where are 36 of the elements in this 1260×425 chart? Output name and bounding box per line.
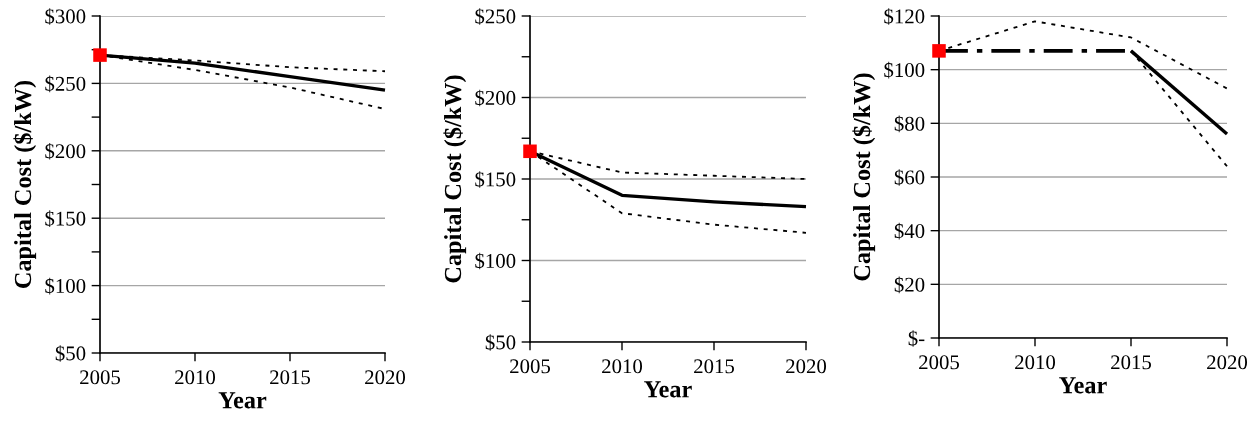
y-tick-label: $200 [475, 89, 516, 107]
x-tick-label: 2005 [80, 370, 121, 385]
x-tick-label: 2020 [1207, 355, 1248, 370]
y-tick-label: $50 [485, 334, 516, 351]
x-tick-label: 2015 [270, 370, 311, 385]
y-tick-label: $80 [894, 115, 925, 133]
y-tick-label: $150 [45, 210, 86, 228]
y-tick-label: $200 [45, 142, 86, 160]
y-tick-label: $100 [884, 61, 925, 79]
y-tick-label: $250 [475, 8, 516, 25]
x-axis-title: Year [218, 392, 267, 409]
y-axis-title: Capital Cost ($/kW) [852, 73, 876, 281]
x-tick-label: 2020 [365, 370, 406, 385]
y-tick-label: $250 [45, 75, 86, 93]
x-tick-label: 2005 [919, 355, 960, 370]
y-tick-label: $120 [884, 8, 925, 25]
y-tick-label: $300 [45, 8, 86, 25]
y-axis-title: Capital Cost ($/kW) [13, 80, 37, 288]
y-tick-label: $150 [475, 171, 516, 188]
y-tick-label: $60 [894, 169, 925, 186]
x-axis-title: Year [644, 381, 692, 398]
y-tick-label: $20 [894, 276, 925, 294]
x-tick-label: 2010 [602, 359, 643, 374]
x-tick-label: 2015 [694, 359, 735, 374]
y-tick-label: $100 [475, 252, 516, 270]
y-tick-label: $40 [894, 222, 925, 240]
x-tick-label: 2015 [1111, 355, 1152, 370]
x-tick-label: 2005 [510, 359, 551, 374]
x-tick-label: 2010 [1015, 355, 1056, 370]
y-axis-title: Capital Cost ($/kW) [443, 75, 467, 283]
y-tick-label: $50 [55, 345, 86, 362]
x-axis-title: Year [1059, 377, 1107, 394]
y-tick-label: $100 [45, 277, 86, 295]
x-tick-label: 2020 [786, 359, 827, 374]
y-tick-label: $- [908, 330, 925, 347]
x-tick-label: 2010 [175, 370, 216, 385]
